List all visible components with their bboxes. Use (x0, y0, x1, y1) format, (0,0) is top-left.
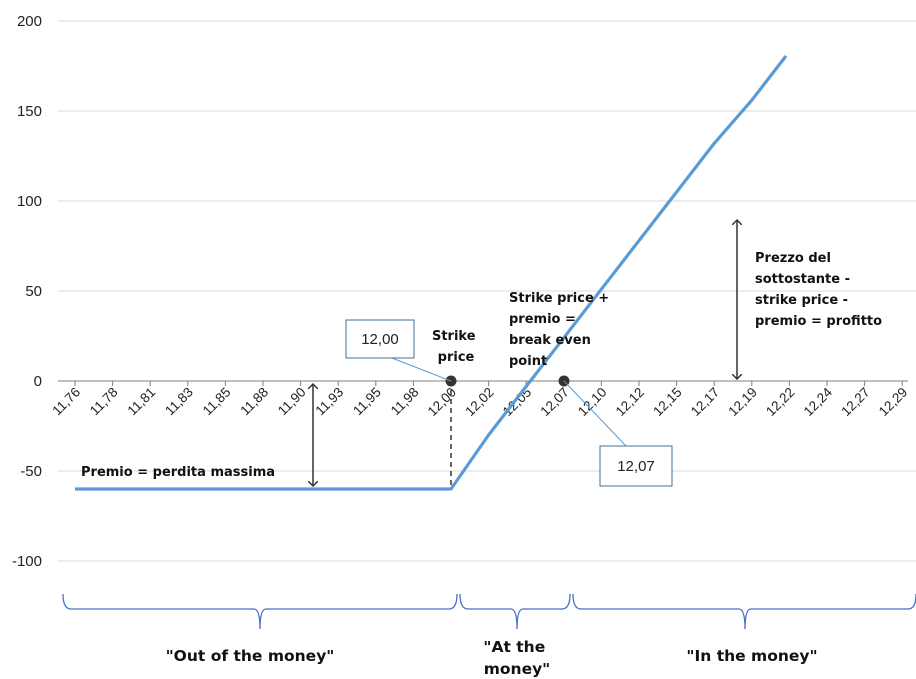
y-tick-label: -100 (12, 553, 42, 570)
annotation-breakeven-line-4: point (509, 354, 547, 369)
zone-label-out-of-the-money: "Out of the money" (166, 647, 335, 665)
x-tick-label: 12,17 (688, 385, 723, 420)
zone-brace (572, 593, 916, 630)
x-axis-ticks: 11,76 11,78 11,81 11,83 11,85 11,88 11,90 11,93… (49, 384, 910, 419)
annotation-breakeven: Strike price + premio = break even point (509, 291, 614, 369)
x-tick-label: 11,78 (87, 385, 121, 419)
y-tick-label: -50 (20, 463, 42, 480)
annotation-premium: Premio = perdita massima (81, 465, 275, 480)
annotation-breakeven-line-1: Strike price + (509, 291, 609, 306)
x-tick-label: 11,76 (49, 385, 83, 419)
series-payoff (75, 55, 788, 491)
callout-strike: 12,00 (345, 319, 452, 382)
y-tick-label: 0 (34, 373, 42, 390)
x-tick-label: 11,98 (388, 385, 422, 419)
zone-label-at-the-money: "At the money" (483, 638, 550, 678)
x-tick-label: 12,07 (537, 385, 572, 420)
x-tick-label: 12,29 (876, 385, 911, 420)
annotation-profit-line-3: strike price - (755, 293, 848, 308)
annotation-profit-line-4: premio = profitto (755, 314, 882, 329)
x-tick-label: 11,95 (350, 385, 384, 419)
annotation-strike-price: Strike price (432, 329, 480, 365)
x-axis (58, 380, 908, 386)
x-tick-label: 11,88 (237, 385, 271, 419)
x-tick-label: 12,27 (838, 385, 873, 420)
callout-breakeven-leader (563, 380, 627, 447)
annotation-breakeven-line-2: premio = (509, 312, 576, 327)
callout-breakeven-label: 12,07 (617, 458, 655, 475)
x-tick-label: 11,81 (125, 385, 159, 419)
x-tick-label: 11,83 (162, 385, 196, 419)
callout-strike-box (345, 319, 415, 359)
y-axis-ticks: 200 150 100 50 0 -50 -100 (12, 13, 42, 570)
annotation-profit: Prezzo del sottostante - strike price - … (755, 251, 882, 329)
callout-breakeven-box (599, 445, 673, 487)
x-tick-label: 12,10 (575, 385, 610, 420)
x-tick-label: 11,85 (200, 385, 234, 419)
x-tick-label: 12,00 (425, 385, 460, 420)
callout-strike-label: 12,00 (361, 331, 399, 348)
y-tick-label: 50 (25, 283, 42, 300)
payoff-line (75, 55, 788, 491)
x-tick-label: 11,90 (275, 385, 309, 419)
gridlines (58, 20, 916, 562)
y-tick-label: 150 (17, 103, 42, 120)
x-tick-label: 12,02 (462, 385, 497, 420)
callout-strike-leader (391, 357, 452, 382)
x-tick-label: 12,22 (763, 385, 798, 420)
zone-at-line-1: "At the (483, 638, 545, 656)
x-tick-label: 11,93 (313, 385, 347, 419)
x-tick-label: 12,12 (613, 385, 648, 420)
annotation-profit-line-1: Prezzo del (755, 251, 831, 266)
zone-brace (62, 593, 458, 630)
annotation-profit-line-2: sottostante - (755, 272, 850, 287)
annotation-breakeven-line-3: break even (509, 333, 591, 348)
zone-at-line-2: money" (484, 660, 551, 678)
x-tick-label: 12,19 (725, 385, 760, 420)
y-tick-label: 100 (17, 193, 42, 210)
y-tick-label: 200 (17, 13, 42, 30)
x-tick-label: 12,24 (801, 384, 836, 419)
zone-braces (62, 593, 916, 630)
annotation-strike-line-1: Strike (432, 329, 476, 344)
x-tick-label: 12,15 (650, 385, 685, 420)
annotation-strike-line-2: price (438, 350, 475, 365)
zone-label-in-the-money: "In the money" (686, 647, 817, 665)
zone-brace (459, 593, 571, 630)
callout-breakeven: 12,07 (563, 380, 673, 487)
